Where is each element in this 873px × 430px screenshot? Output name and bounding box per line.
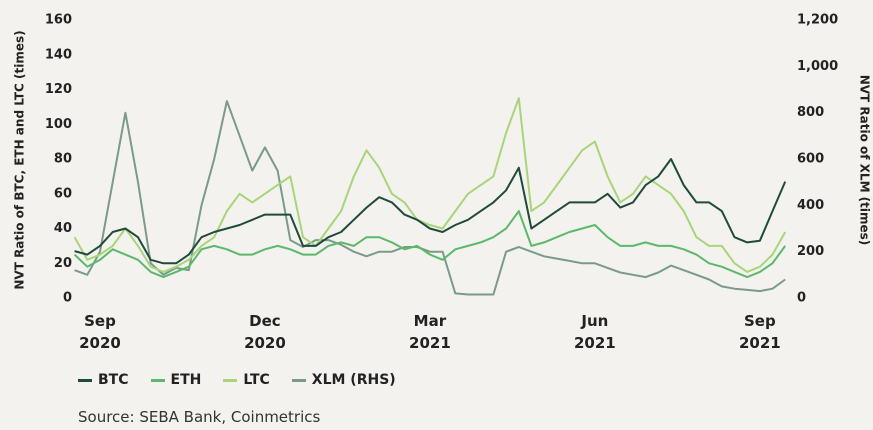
x-tick-label: Dec 2020 [244,312,286,352]
y2-tick-label: 0 [797,291,806,306]
x-tick-label: Sep 2020 [79,312,121,352]
y2-tick-label: 1,200 [797,13,838,28]
y-tick-label: 20 [54,256,72,271]
y-tick-label: 60 [54,186,72,201]
line-series [73,210,787,279]
line-series [74,100,786,296]
legend-swatch [291,378,306,382]
y-axis-title: NVT Ratio of BTC, ETH and LTC (times) [13,30,27,289]
x-tick-label: Sep 2021 [738,312,781,352]
y-tick-label: 80 [54,152,72,167]
legend-label: BTC [98,372,129,388]
line-series [73,97,787,273]
x-tick-label: Jun 2021 [574,312,616,352]
y-tick-label: 0 [63,291,72,306]
legend-swatch [78,378,92,382]
y2-axis-title: NVT Ratio of XLM (times) [858,75,872,246]
legend-label: ETH [170,372,202,388]
legend-item: ETH [150,372,202,388]
y-tick-label: 40 [54,221,72,236]
legend-item: LTC [223,372,270,388]
legend: BTC ETH LTC XLM (RHS) [78,372,396,388]
legend-label: LTC [243,372,270,388]
y-tick-label: 160 [45,13,72,28]
y-tick-label: 100 [45,117,72,132]
y2-tick-label: 400 [797,198,824,213]
legend-swatch [150,378,165,382]
y-tick-label: 120 [45,82,72,97]
legend-item: BTC [78,372,129,388]
legend-swatch [223,378,238,382]
legend-label: XLM (RHS) [311,372,396,388]
y2-tick-label: 200 [797,244,824,259]
y2-tick-label: 600 [797,152,824,167]
y2-tick-label: 800 [797,105,824,120]
y-tick-label: 140 [45,47,72,62]
x-tick-label: Mar 2021 [409,312,451,352]
y2-tick-label: 1,000 [797,59,838,74]
source: Source: SEBA Bank, Coinmetrics [78,408,321,426]
line-series [74,158,787,265]
legend-item: XLM (RHS) [291,372,396,388]
